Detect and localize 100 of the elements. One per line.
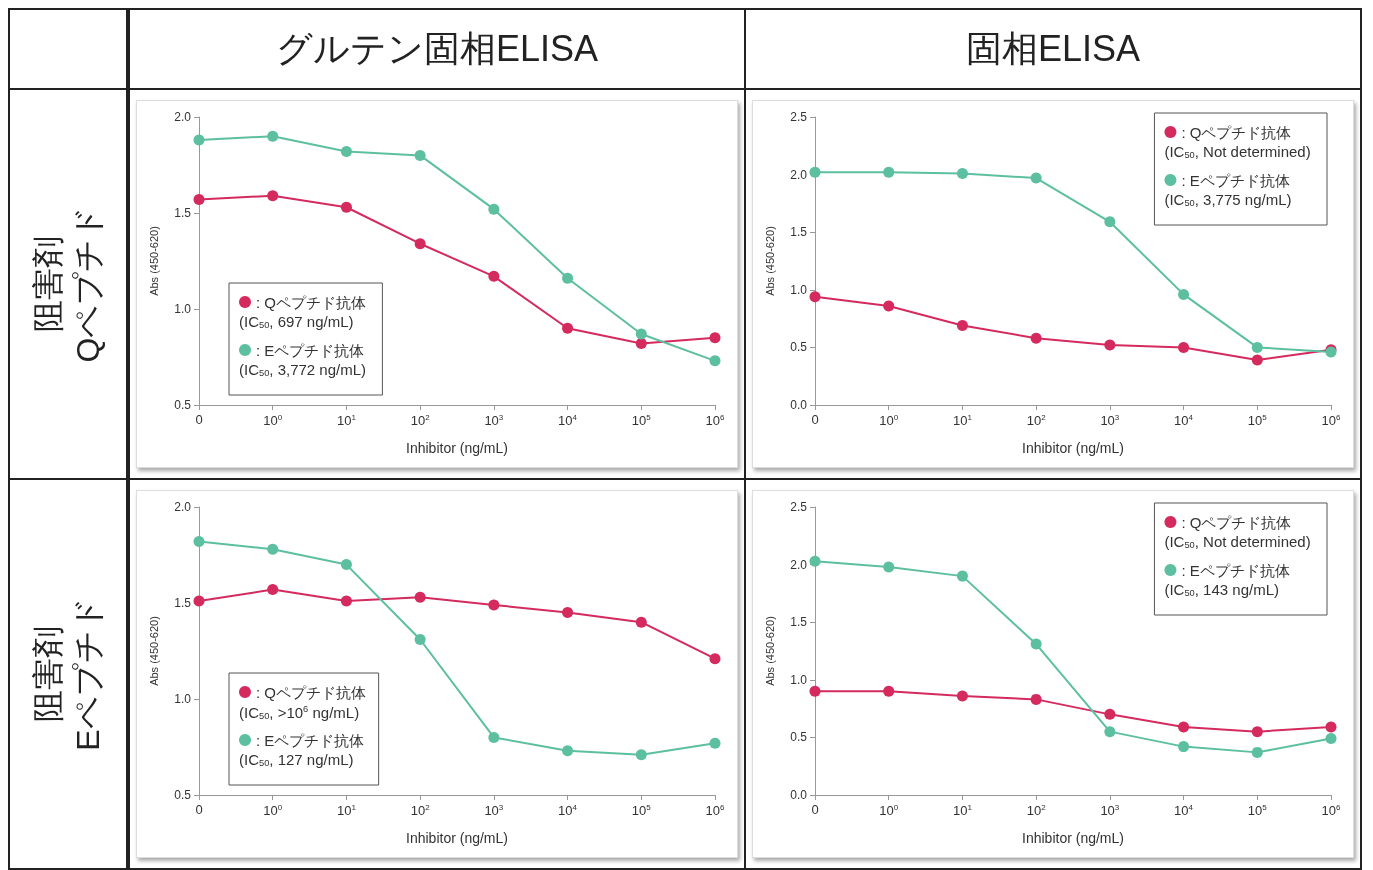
text: 阻害剤 Eペプチド <box>29 597 107 751</box>
point <box>1104 726 1116 738</box>
point <box>1251 341 1263 353</box>
chart-title: グルテン固相ELISA <box>128 8 746 90</box>
y-tick-label: 1.5 <box>790 225 808 240</box>
annotation: (IC50, 143 ng/mL) <box>1164 581 1279 598</box>
y-tick-label: 0.5 <box>174 398 192 412</box>
annotation: (IC50, 3,772 ng/mL) <box>239 361 367 378</box>
point <box>883 561 895 573</box>
point <box>1104 339 1116 351</box>
y-tick-label: 1.5 <box>174 206 192 220</box>
x-tick-label: 0 <box>195 412 203 427</box>
point <box>956 690 968 702</box>
x-axis-title: Inhibitor (ng/mL) <box>406 830 508 846</box>
legend-label: : Qペプチド抗体 <box>1181 123 1292 141</box>
point <box>1104 708 1116 720</box>
y-tick-label: 1.0 <box>174 302 192 316</box>
point <box>956 167 968 179</box>
point <box>956 570 968 582</box>
annotation: (IC50, 127 ng/mL) <box>239 751 354 768</box>
point <box>193 536 205 548</box>
point <box>562 322 574 334</box>
point <box>635 328 647 340</box>
point <box>488 599 500 611</box>
annotation: (IC50, Not determined) <box>1164 143 1311 160</box>
legend-label: : Eペプチド抗体 <box>256 731 365 749</box>
point <box>635 338 647 350</box>
y-tick-label: 0.0 <box>790 398 808 412</box>
y-axis-title: Abs (450-620) <box>147 616 160 686</box>
y-tick-label: 1.0 <box>790 282 808 297</box>
point <box>562 272 574 284</box>
y-tick-label: 2.0 <box>790 167 808 182</box>
y-axis-title: Abs (450-620) <box>763 616 776 686</box>
point <box>267 190 279 202</box>
y-tick-label: 0.0 <box>790 788 808 802</box>
point <box>488 731 500 743</box>
point <box>414 238 426 250</box>
point <box>1030 172 1042 184</box>
point <box>193 595 205 607</box>
point <box>1178 341 1190 353</box>
point <box>1104 216 1116 228</box>
legend-label: : Eペプチド抗体 <box>1181 171 1290 189</box>
point <box>709 737 721 749</box>
y-tick-label: 0.5 <box>174 788 192 802</box>
point <box>883 166 895 178</box>
point <box>193 194 205 206</box>
point <box>1030 332 1042 344</box>
point <box>340 559 352 571</box>
legend-label: : Eペプチド抗体 <box>1181 561 1290 579</box>
point <box>809 685 821 697</box>
point <box>562 607 574 619</box>
x-axis-title: Inhibitor (ng/mL) <box>1022 440 1124 456</box>
point <box>809 166 821 178</box>
x-axis-title: Inhibitor (ng/mL) <box>406 440 508 456</box>
legend-label: : Qペプチド抗体 <box>1181 513 1292 531</box>
chart-title: 固相ELISA <box>744 8 1362 90</box>
point <box>1325 733 1337 745</box>
annotation: (IC50, 697 ng/mL) <box>239 313 354 330</box>
point <box>956 320 968 332</box>
point <box>709 332 721 344</box>
point <box>635 616 647 628</box>
y-tick-label: 1.0 <box>790 672 808 687</box>
point <box>709 653 721 665</box>
point <box>414 591 426 603</box>
point <box>1251 354 1263 366</box>
point <box>1251 746 1263 758</box>
point <box>635 749 647 761</box>
point <box>267 584 279 596</box>
point <box>340 201 352 213</box>
point <box>488 203 500 215</box>
point <box>1178 741 1190 753</box>
x-tick-label: 0 <box>811 802 819 817</box>
point <box>414 633 426 645</box>
y-tick-label: 2.5 <box>790 110 808 124</box>
y-axis-title: Abs (450-620) <box>147 226 160 296</box>
y-tick-label: 2.0 <box>174 110 192 124</box>
x-tick-label: 0 <box>195 802 203 817</box>
point <box>1251 726 1263 738</box>
point <box>1325 721 1337 733</box>
legend-label: : Eペプチド抗体 <box>256 341 365 359</box>
point <box>883 685 895 697</box>
y-tick-label: 2.0 <box>174 500 192 514</box>
legend-label: : Qペプチド抗体 <box>256 293 367 311</box>
point <box>193 134 205 146</box>
y-tick-label: 2.5 <box>790 500 808 514</box>
point <box>340 595 352 607</box>
y-axis-title: Abs (450-620) <box>763 226 776 296</box>
x-axis-title: Inhibitor (ng/mL) <box>1022 830 1124 846</box>
point <box>1178 288 1190 300</box>
point <box>488 270 500 282</box>
text: 阻害剤 Qペプチド <box>29 205 107 363</box>
point <box>414 149 426 161</box>
y-tick-label: 0.5 <box>790 730 808 745</box>
y-tick-label: 1.5 <box>790 615 808 630</box>
point <box>883 300 895 312</box>
point <box>809 291 821 303</box>
legend-label: : Qペプチド抗体 <box>256 683 367 701</box>
x-tick-label: 0 <box>811 412 819 427</box>
annotation: (IC50, 3,775 ng/mL) <box>1164 191 1292 208</box>
annotation: (IC50, Not determined) <box>1164 533 1311 550</box>
